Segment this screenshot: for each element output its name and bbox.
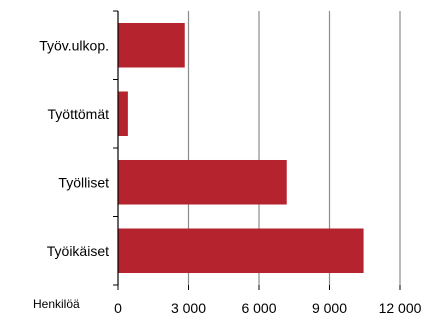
bar xyxy=(118,159,287,205)
x-tick-label: 12 000 xyxy=(379,300,422,316)
bar xyxy=(118,91,128,137)
category-label: Työttömät xyxy=(48,106,110,122)
bar xyxy=(118,22,185,68)
x-tick-label: 0 xyxy=(114,300,122,316)
bar xyxy=(118,228,364,274)
x-tick-label: 6 000 xyxy=(241,300,276,316)
bars xyxy=(118,22,364,274)
axes xyxy=(113,10,401,290)
x-tick-label: 9 000 xyxy=(312,300,347,316)
unit-label: Henkilöä xyxy=(33,297,80,311)
category-label: Työikäiset xyxy=(47,243,109,259)
category-label: Työlliset xyxy=(58,174,109,190)
labels: Työikäiset Työlliset Työttömät Työv.ulkop. 0… xyxy=(39,37,421,316)
category-label: Työv.ulkop. xyxy=(39,37,109,53)
x-tick-label: 3 000 xyxy=(171,300,206,316)
